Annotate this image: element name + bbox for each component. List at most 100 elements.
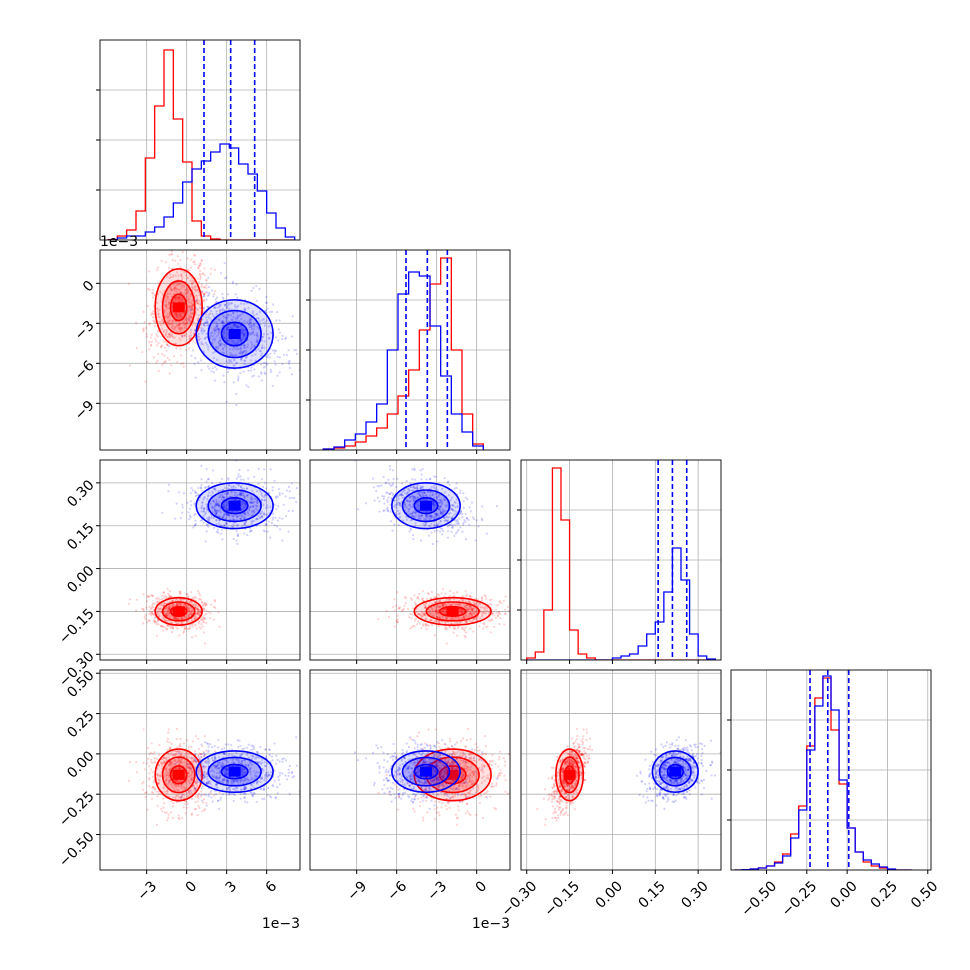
scatter-point-blue xyxy=(218,504,221,507)
scatter-point-red xyxy=(150,340,154,343)
scatter-point-red xyxy=(429,612,432,616)
scatter-point-blue xyxy=(258,287,261,291)
scatter-point-red xyxy=(170,322,173,325)
scatter-point-red xyxy=(196,612,199,615)
scatter-point-blue xyxy=(462,506,465,510)
scatter-point-blue xyxy=(237,375,240,378)
scatter-point-red xyxy=(393,625,396,628)
scatter-point-blue xyxy=(194,512,197,516)
scatter-point-blue xyxy=(212,506,215,509)
scatter-point-red xyxy=(165,595,168,599)
scatter-point-red xyxy=(197,266,200,269)
scatter-point-blue xyxy=(175,316,178,319)
scatter-point-blue xyxy=(266,356,269,359)
scatter-point-blue xyxy=(215,346,218,349)
scatter-point-red xyxy=(475,611,478,615)
scatter-point-red xyxy=(180,300,183,303)
scatter-point-blue xyxy=(396,495,400,498)
scatter-point-blue xyxy=(419,485,422,488)
scatter-point-red xyxy=(182,323,185,326)
scatter-point-red xyxy=(170,250,173,253)
scatter-point-blue xyxy=(253,512,256,515)
scatter-point-red xyxy=(199,611,202,615)
scatter-point-red xyxy=(167,813,170,816)
histogram-red xyxy=(322,257,484,450)
scatter-point-blue xyxy=(465,517,469,520)
scatter-point-blue xyxy=(255,502,259,505)
scatter-point-blue xyxy=(464,538,468,541)
scatter-point-blue xyxy=(214,503,217,507)
scatter-point-red xyxy=(476,618,479,621)
scatter-point-blue xyxy=(236,314,239,317)
scatter-point-red xyxy=(196,608,199,611)
scatter-point-blue xyxy=(439,511,442,514)
scatter-point-red xyxy=(173,328,176,331)
scatter-point-blue xyxy=(215,510,218,513)
scatter-point-red xyxy=(187,595,190,598)
scatter-point-red xyxy=(471,607,474,610)
scatter-point-red xyxy=(468,605,471,608)
scatter-point-blue xyxy=(431,493,434,497)
scatter-point-red xyxy=(166,789,169,792)
scatter-point-red xyxy=(492,625,496,629)
scatter-point-red xyxy=(469,605,472,608)
scatter-point-blue xyxy=(216,306,220,309)
scatter-point-blue xyxy=(220,498,223,501)
scatter-point-red xyxy=(162,761,166,765)
scatter-point-red xyxy=(176,281,179,284)
scatter-point-blue xyxy=(251,509,254,512)
scatter-point-blue xyxy=(407,510,410,513)
scatter-point-red xyxy=(156,269,159,272)
scatter-point-red xyxy=(170,288,173,291)
scatter-point-blue xyxy=(207,315,210,319)
scatter-point-blue xyxy=(455,498,458,501)
scatter-point-red xyxy=(178,603,182,606)
scatter-point-red xyxy=(170,621,173,624)
scatter-point-red xyxy=(149,751,153,754)
scatter-point-red xyxy=(187,795,190,798)
scatter-point-blue xyxy=(389,484,392,487)
scatter-point-blue xyxy=(206,516,209,520)
scatter-point-red xyxy=(459,609,462,612)
scatter-point-blue xyxy=(221,321,225,324)
scatter-point-red xyxy=(192,260,195,264)
scatter-point-red xyxy=(158,753,161,757)
scatter-point-red xyxy=(209,780,212,783)
scatter-point-red xyxy=(190,777,193,780)
scatter-point-red xyxy=(464,626,467,629)
scatter-point-red xyxy=(158,598,161,601)
scatter-point-red xyxy=(167,301,171,304)
scatter-point-red xyxy=(173,617,176,620)
scatter-point-red xyxy=(152,620,155,623)
scatter-point-blue xyxy=(415,511,418,514)
scatter-point-red xyxy=(203,770,206,774)
scatter-point-red xyxy=(191,608,194,612)
scatter-point-blue xyxy=(401,493,404,497)
scatter-point-blue xyxy=(424,523,427,526)
scatter-point-blue xyxy=(414,514,418,517)
scatter-point-blue xyxy=(249,505,252,508)
scatter-point-blue xyxy=(251,331,255,334)
scatter-point-blue xyxy=(251,375,254,378)
scatter-point-blue xyxy=(214,298,217,301)
scatter-point-red xyxy=(159,761,163,764)
scatter-point-blue xyxy=(221,495,225,499)
scatter-point-blue xyxy=(236,523,239,526)
scatter-point-red xyxy=(434,607,437,610)
scatter-point-red xyxy=(197,277,200,280)
scatter-point-red xyxy=(431,609,434,612)
scatter-point-blue xyxy=(243,503,246,506)
scatter-point-blue xyxy=(382,475,385,479)
scatter-point-blue xyxy=(452,504,455,507)
scatter-point-red xyxy=(184,291,187,294)
scatter-point-red xyxy=(187,609,190,612)
scatter-point-blue xyxy=(387,478,390,481)
scatter-point-red xyxy=(175,727,179,731)
scatter-point-blue xyxy=(203,496,206,500)
scatter-point-red xyxy=(196,814,199,817)
scatter-point-blue xyxy=(216,327,219,331)
scatter-point-blue xyxy=(213,487,216,491)
scatter-point-blue xyxy=(267,520,270,523)
scatter-point-red xyxy=(167,292,170,295)
scatter-point-red xyxy=(438,605,441,608)
